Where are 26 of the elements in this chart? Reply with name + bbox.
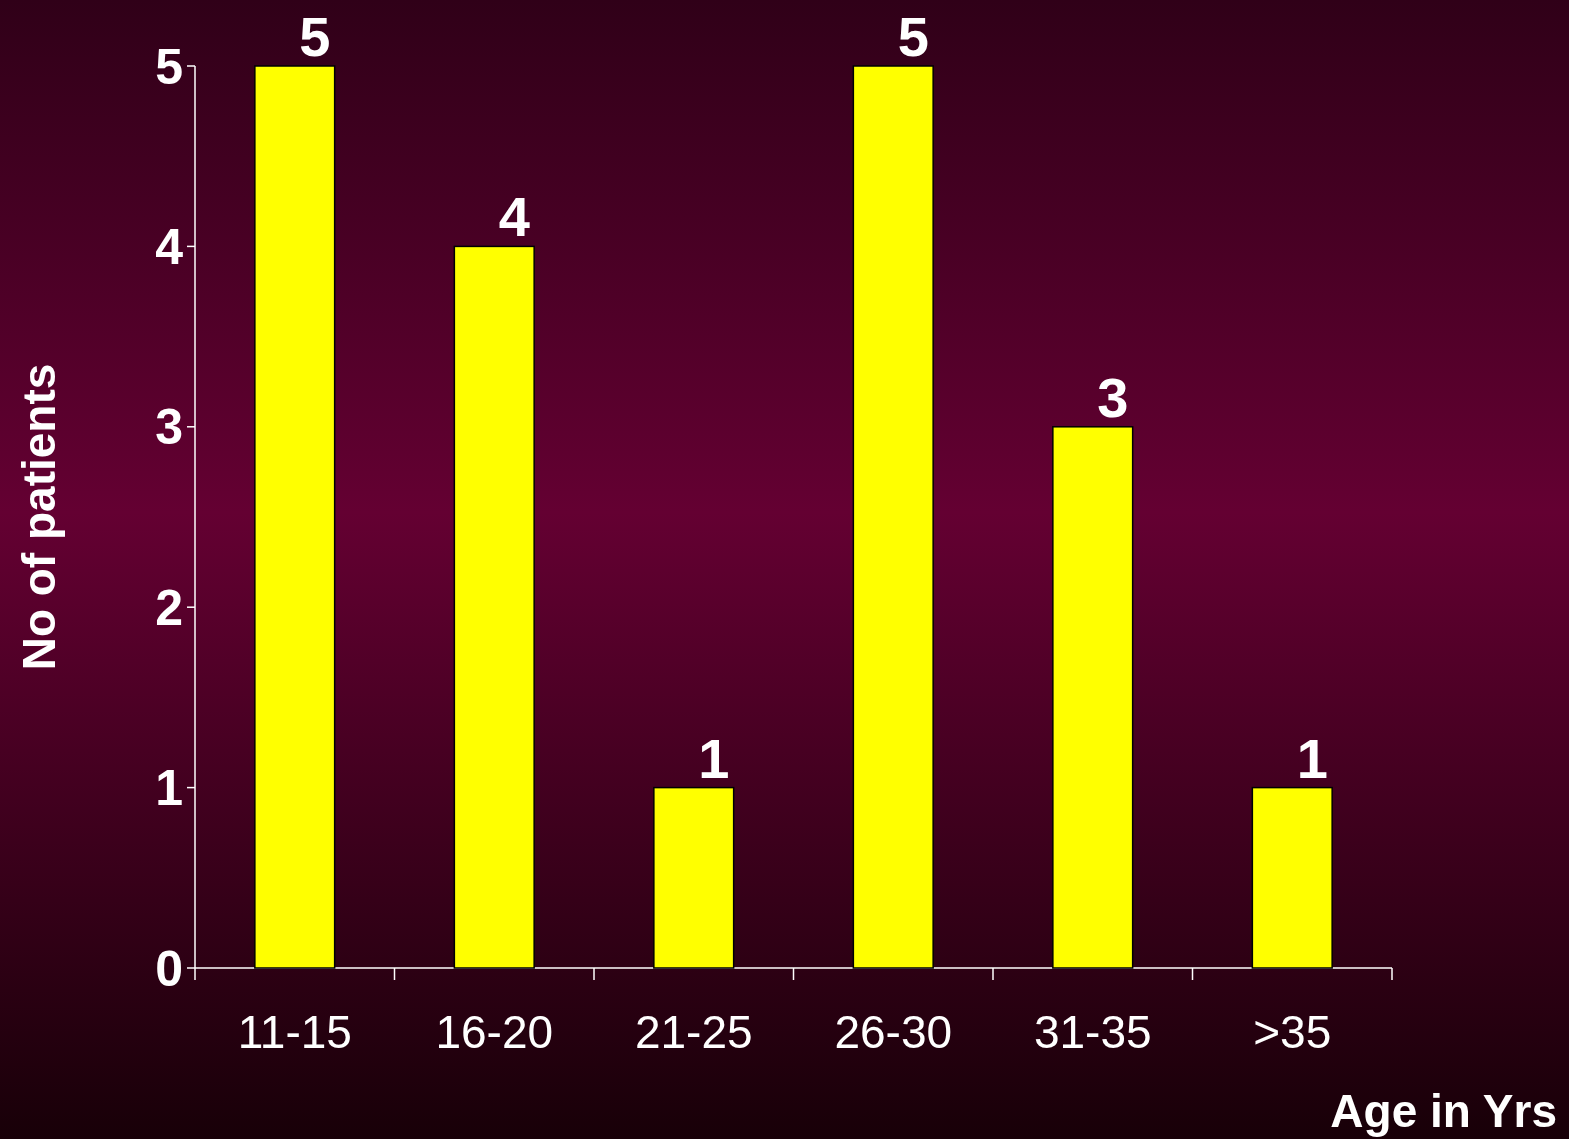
data-label: 4 [498, 185, 530, 249]
data-label: 3 [1097, 365, 1129, 429]
x-tick-label: 16-20 [435, 1006, 554, 1058]
data-label: 1 [698, 726, 730, 790]
y-tick-label: 3 [155, 399, 183, 456]
data-label: 5 [299, 5, 331, 68]
x-tick-label: 26-30 [834, 1006, 953, 1058]
y-tick-label: 2 [155, 579, 183, 636]
data-label: 1 [1296, 726, 1328, 790]
bar [1052, 426, 1134, 969]
x-axis-title: Age in Yrs [1330, 1085, 1557, 1137]
y-tick-label: 5 [155, 38, 183, 95]
bar [453, 245, 535, 969]
bar [653, 786, 735, 969]
data-label: 5 [897, 5, 929, 68]
bar [254, 65, 336, 969]
x-tick-label: 11-15 [237, 1006, 352, 1058]
bar [852, 65, 934, 969]
x-tick-label: >35 [1253, 1006, 1332, 1058]
y-axis-title: No of patients [13, 363, 65, 671]
x-tick-label: 21-25 [634, 1006, 753, 1058]
x-tick-label: 31-35 [1033, 1006, 1152, 1058]
y-tick-label: 0 [155, 940, 183, 997]
y-tick-label: 4 [155, 218, 184, 275]
y-tick-label: 1 [155, 760, 183, 817]
bar [1251, 786, 1333, 969]
